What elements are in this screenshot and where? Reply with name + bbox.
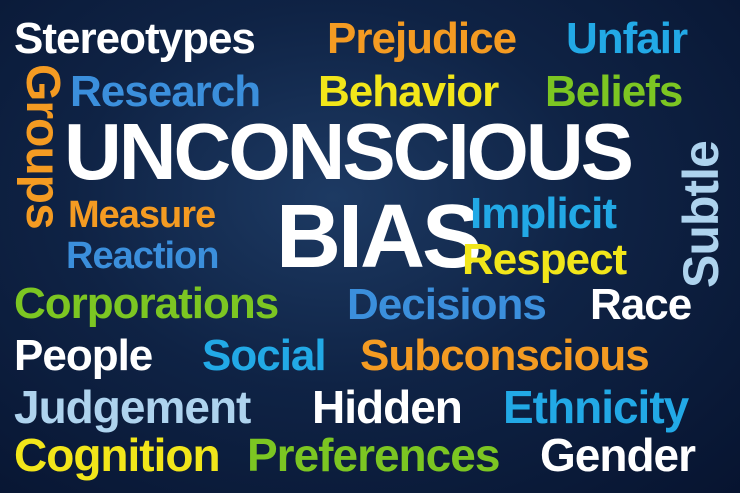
word-ethnicity: Ethnicity	[503, 381, 689, 433]
word-social: Social	[202, 331, 327, 380]
word-prejudice: Prejudice	[327, 14, 517, 63]
word-subtle: Subtle	[673, 141, 729, 288]
word-people: People	[14, 331, 153, 380]
word-unfair: Unfair	[566, 14, 688, 63]
word-bias: BIAS	[276, 187, 482, 287]
word-behavior: Behavior	[318, 67, 499, 116]
word-corporations: Corporations	[14, 279, 279, 328]
word-groups: Groups	[16, 64, 69, 229]
word-hidden: Hidden	[312, 381, 463, 433]
word-decisions: Decisions	[347, 280, 547, 329]
word-judgement: Judgement	[14, 381, 251, 433]
word-implicit: Implicit	[470, 189, 617, 238]
word-research: Research	[70, 67, 261, 116]
word-reaction: Reaction	[66, 235, 219, 277]
word-unconscious: UNCONSCIOUS	[64, 107, 634, 196]
word-respect: Respect	[462, 235, 627, 284]
word-cognition: Cognition	[14, 429, 221, 481]
word-stereotypes: Stereotypes	[14, 14, 256, 63]
word-gender: Gender	[540, 429, 696, 481]
word-beliefs: Beliefs	[545, 67, 683, 116]
word-measure: Measure	[68, 194, 216, 236]
word-race: Race	[590, 280, 692, 329]
word-subconscious: Subconscious	[360, 331, 650, 380]
word-preferences: Preferences	[247, 429, 500, 481]
